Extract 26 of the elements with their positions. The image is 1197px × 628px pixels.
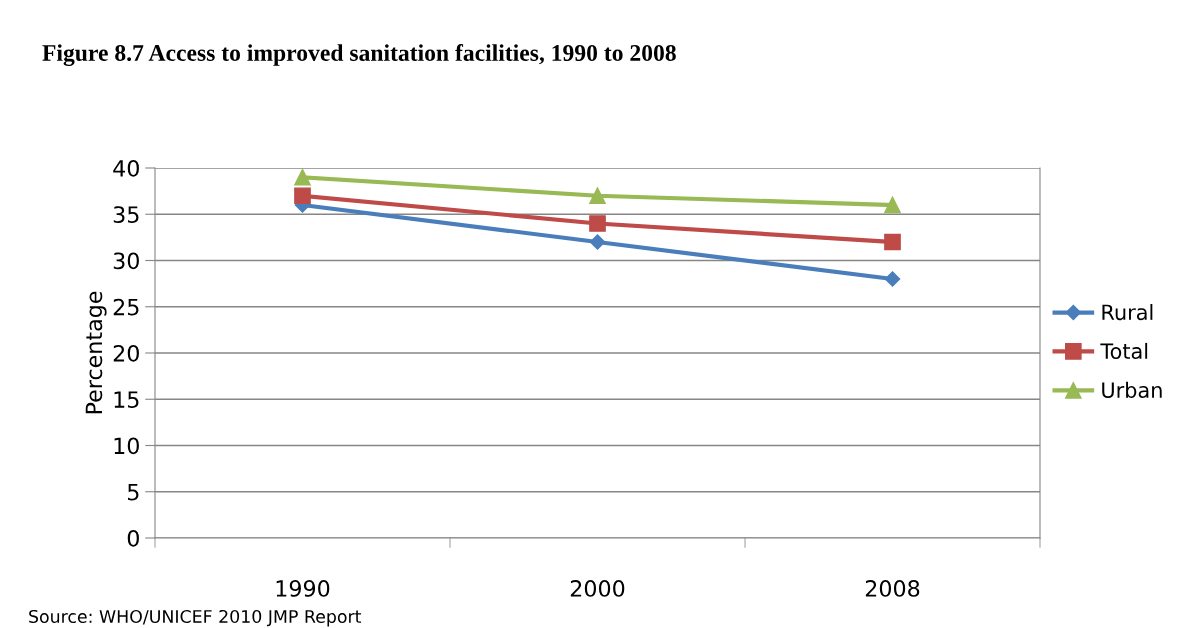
source-note: Source: WHO/UNICEF 2010 JMP Report: [29, 609, 362, 627]
point: [884, 271, 901, 287]
legend-label: Urban: [1102, 381, 1162, 398]
point: [294, 168, 311, 186]
legend-label: Total: [1100, 342, 1148, 360]
x-tick-label: 2008: [865, 580, 920, 597]
legend-label: Rural: [1102, 304, 1153, 321]
x-tick-label: 1990: [276, 580, 330, 597]
y-tick-label: 30: [113, 252, 139, 270]
point: [294, 187, 311, 205]
x-tick-label: 2000: [570, 580, 625, 597]
point: [589, 215, 606, 232]
y-tick-label: 0: [127, 529, 139, 547]
y-tick-label: 25: [113, 298, 139, 316]
y-tick-label: 35: [113, 206, 139, 224]
y-tick-label: 40: [113, 159, 139, 177]
y-axis-title: Percentage: [85, 291, 107, 414]
point: [589, 187, 606, 205]
point: [884, 233, 901, 251]
point: [589, 234, 606, 250]
y-tick-label: 10: [114, 437, 139, 455]
y-tick-label: 5: [127, 483, 139, 501]
y-tick-label: 15: [114, 391, 139, 409]
y-tick-label: 20: [113, 344, 139, 362]
point: [884, 196, 901, 214]
chart-title: Figure 8.7 Access to improved sanitation facilities, 1990 to 2008: [42, 44, 676, 66]
